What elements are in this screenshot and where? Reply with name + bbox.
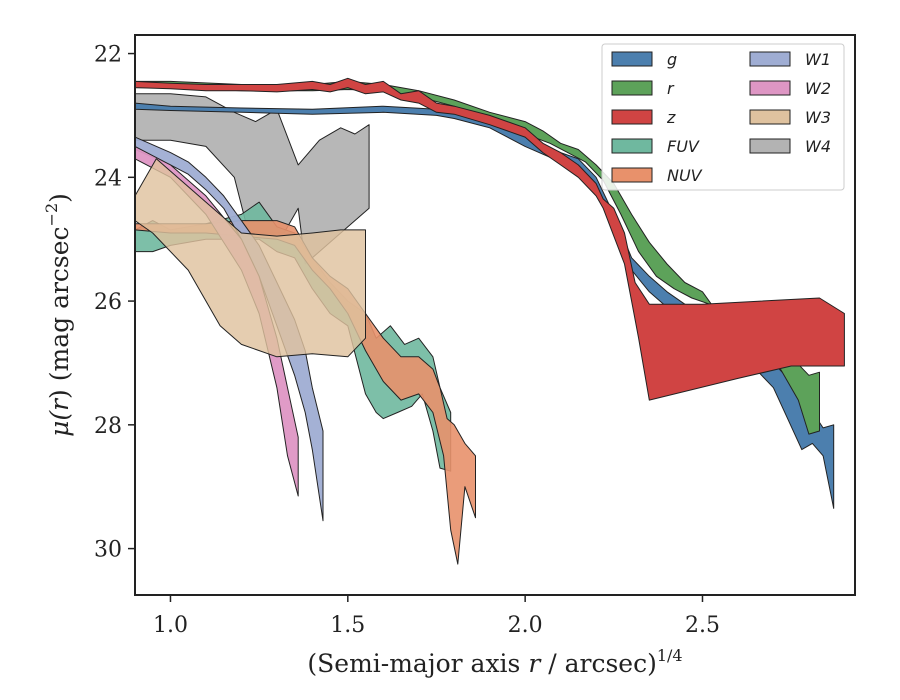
- legend-swatch-w1: [749, 51, 791, 67]
- x-axis-label: (Semi-major axis r / arcsec)1/4: [307, 646, 682, 678]
- legend-swatch-w3: [749, 109, 791, 125]
- legend-label-w3: W3: [805, 108, 831, 127]
- legend: grz FUV NUV W1 W2 W3 W4: [601, 43, 845, 191]
- band-areas: [135, 77, 845, 565]
- legend-label-w1: W1: [805, 50, 831, 69]
- legend-swatch-nuv: [611, 167, 653, 183]
- legend-label-nuv: NUV: [667, 166, 703, 185]
- legend-label-w4: W4: [805, 137, 831, 156]
- legend-swatch-w4: [749, 138, 791, 154]
- y-axis-label: μ(r) (mag arcsec−2): [42, 193, 74, 437]
- legend-label-fuv: FUV: [667, 137, 700, 156]
- legend-swatch-w2: [749, 80, 791, 96]
- band-area-z: [135, 77, 845, 401]
- legend-swatch-r: [611, 80, 653, 96]
- y-tick-label: 24: [94, 166, 122, 191]
- y-tick-label: 22: [94, 43, 122, 68]
- x-tick-label: 1.0: [153, 613, 188, 638]
- plot-frame: [134, 34, 856, 596]
- legend-label-z: z: [666, 108, 676, 127]
- legend-label-g: g: [667, 50, 677, 69]
- legend-label-w2: W2: [805, 79, 831, 98]
- legend-label-r: r: [667, 79, 675, 98]
- x-axis-ticks: 1.0 1.5 2.0 2.5: [153, 595, 720, 638]
- band-area-w3: [135, 158, 366, 358]
- band-area-w4: [135, 93, 370, 265]
- legend-swatch-z: [611, 109, 653, 125]
- y-tick-label: 28: [94, 414, 122, 439]
- legend-swatch-g: [611, 51, 653, 67]
- legend-swatch-fuv: [611, 138, 653, 154]
- x-tick-label: 1.5: [330, 613, 365, 638]
- y-tick-label: 26: [94, 290, 122, 315]
- y-axis-ticks: 22 24 26 28 30: [94, 43, 135, 563]
- y-tick-label: 30: [94, 538, 122, 563]
- x-tick-label: 2.5: [685, 613, 720, 638]
- x-tick-label: 2.0: [508, 613, 543, 638]
